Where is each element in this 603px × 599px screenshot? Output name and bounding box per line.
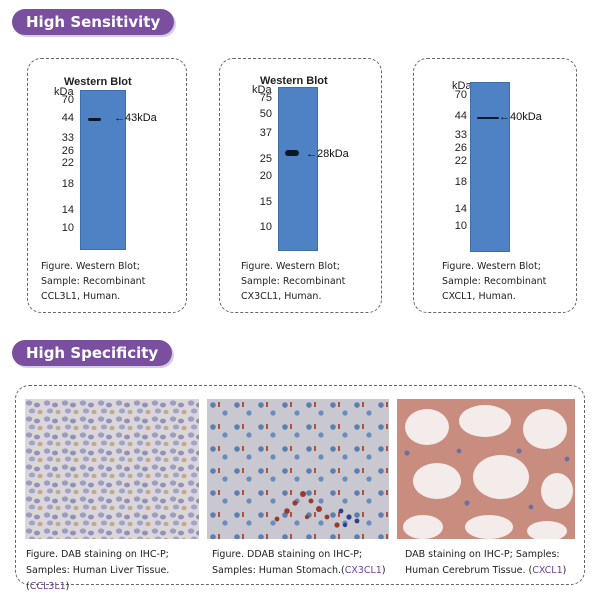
marker-label: 37 [259,127,272,139]
marker-label: 10 [454,220,467,232]
blot-band [477,117,499,119]
unit-label: kDa [54,86,74,98]
caption-line-2: Samples: Human Stomach.(CX3CL1) [212,565,386,576]
marker-label: 70 [61,94,74,106]
band-arrow: ←28kDa [306,148,349,160]
caption-line: Sample: Recombinant [442,276,547,287]
stomach-tissue-graphic [207,399,389,539]
marker-label: 10 [259,221,272,233]
ihc-caption-3: DAB staining on IHC-P; Samples: Human Ce… [405,547,581,579]
cerebrum-tissue-graphic [403,405,573,539]
caption-line: CX3CL1, Human. [241,291,322,302]
section-title-specificity-text: High Specificity [26,344,159,362]
ihc-caption-1: Figure. DAB staining on IHC-P; Samples: … [26,547,202,595]
arrow-left-icon: ← [499,111,510,123]
marker-label: 14 [61,204,74,216]
marker-label: 15 [259,196,272,208]
blot-lane [470,82,510,252]
section-title-specificity: High Specificity [12,340,173,366]
blot-card-1: Western Blot kDa 70 44 33 26 22 18 14 10… [27,58,187,313]
caption-line: Figure. Western Blot; [442,261,541,272]
ihc-caption-2: Figure. DDAB staining on IHC-P; Samples:… [212,547,392,579]
blot-card-3: kDa 70 44 33 26 22 18 14 10 ←40kDa Figur… [413,58,577,313]
blot-lane [80,90,126,250]
marker-label: 50 [259,108,272,120]
blot-caption: Figure. Western Blot; Sample: Recombinan… [241,259,345,304]
band-arrow: ←43kDa [114,112,157,124]
caption-line-2: Human Cerebrum Tissue. (CXCL1) [405,565,567,576]
caption-line: CCL3L1, Human. [41,291,121,302]
caption-line-2: Samples: Human Liver Tissue. (CCL3L1) [26,565,170,592]
caption-line: CXCL1, Human. [442,291,516,302]
marker-label: 18 [454,176,467,188]
blot-title: Western Blot [64,76,132,88]
blot-lane [278,87,318,251]
caption-line: Sample: Recombinant [41,276,146,287]
marker-label: 10 [61,222,74,234]
target-tag: CXCL1 [532,565,563,576]
arrow-left-icon: ← [114,112,125,124]
section-title-sensitivity-text: High Sensitivity [26,13,161,31]
caption-line: Sample: Recombinant [241,276,346,287]
marker-label: 22 [454,155,467,167]
caption-line: Figure. DAB staining on IHC-P; [26,549,169,560]
marker-label: 20 [259,170,272,182]
band-label: 40kDa [510,111,542,123]
marker-label: 22 [61,157,74,169]
unit-label: kDa [452,80,472,92]
band-label: 43kDa [125,112,157,124]
blot-card-2: Western Blot kDa 75 50 37 25 20 15 10 ←2… [219,58,382,313]
blot-title: Western Blot [260,75,328,87]
section-title-sensitivity: High Sensitivity [12,9,175,35]
blot-caption: Figure. Western Blot; Sample: Recombinan… [41,259,145,304]
caption-line: Figure. DDAB staining on IHC-P; [212,549,363,560]
marker-label: 25 [259,153,272,165]
ihc-card: Figure. DAB staining on IHC-P; Samples: … [15,385,585,592]
caption-line: DAB staining on IHC-P; Samples: [405,549,560,560]
marker-label: 44 [454,110,467,122]
marker-label: 33 [61,132,74,144]
ihc-image-stomach [207,399,389,539]
caption-line: Figure. Western Blot; [41,261,140,272]
band-label: 28kDa [317,148,349,160]
caption-line: Figure. Western Blot; [241,261,340,272]
marker-label: 14 [454,203,467,215]
marker-label: 26 [454,142,467,154]
unit-label: kDa [252,84,272,96]
blot-band [88,118,101,121]
marker-label: 33 [454,129,467,141]
marker-label: 44 [61,112,74,124]
band-arrow: ←40kDa [499,111,542,123]
marker-label: 70 [454,89,467,101]
marker-label: 75 [259,92,272,104]
target-tag: CCL3L1 [29,581,66,592]
target-tag: CX3CL1 [344,565,382,576]
marker-label: 18 [61,178,74,190]
blot-caption: Figure. Western Blot; Sample: Recombinan… [442,259,546,304]
ihc-image-cerebrum [397,399,575,539]
marker-label: 26 [61,145,74,157]
ihc-image-liver [25,399,199,539]
liver-tissue-graphic [25,399,199,539]
arrow-left-icon: ← [306,148,317,160]
blot-band [285,150,299,156]
